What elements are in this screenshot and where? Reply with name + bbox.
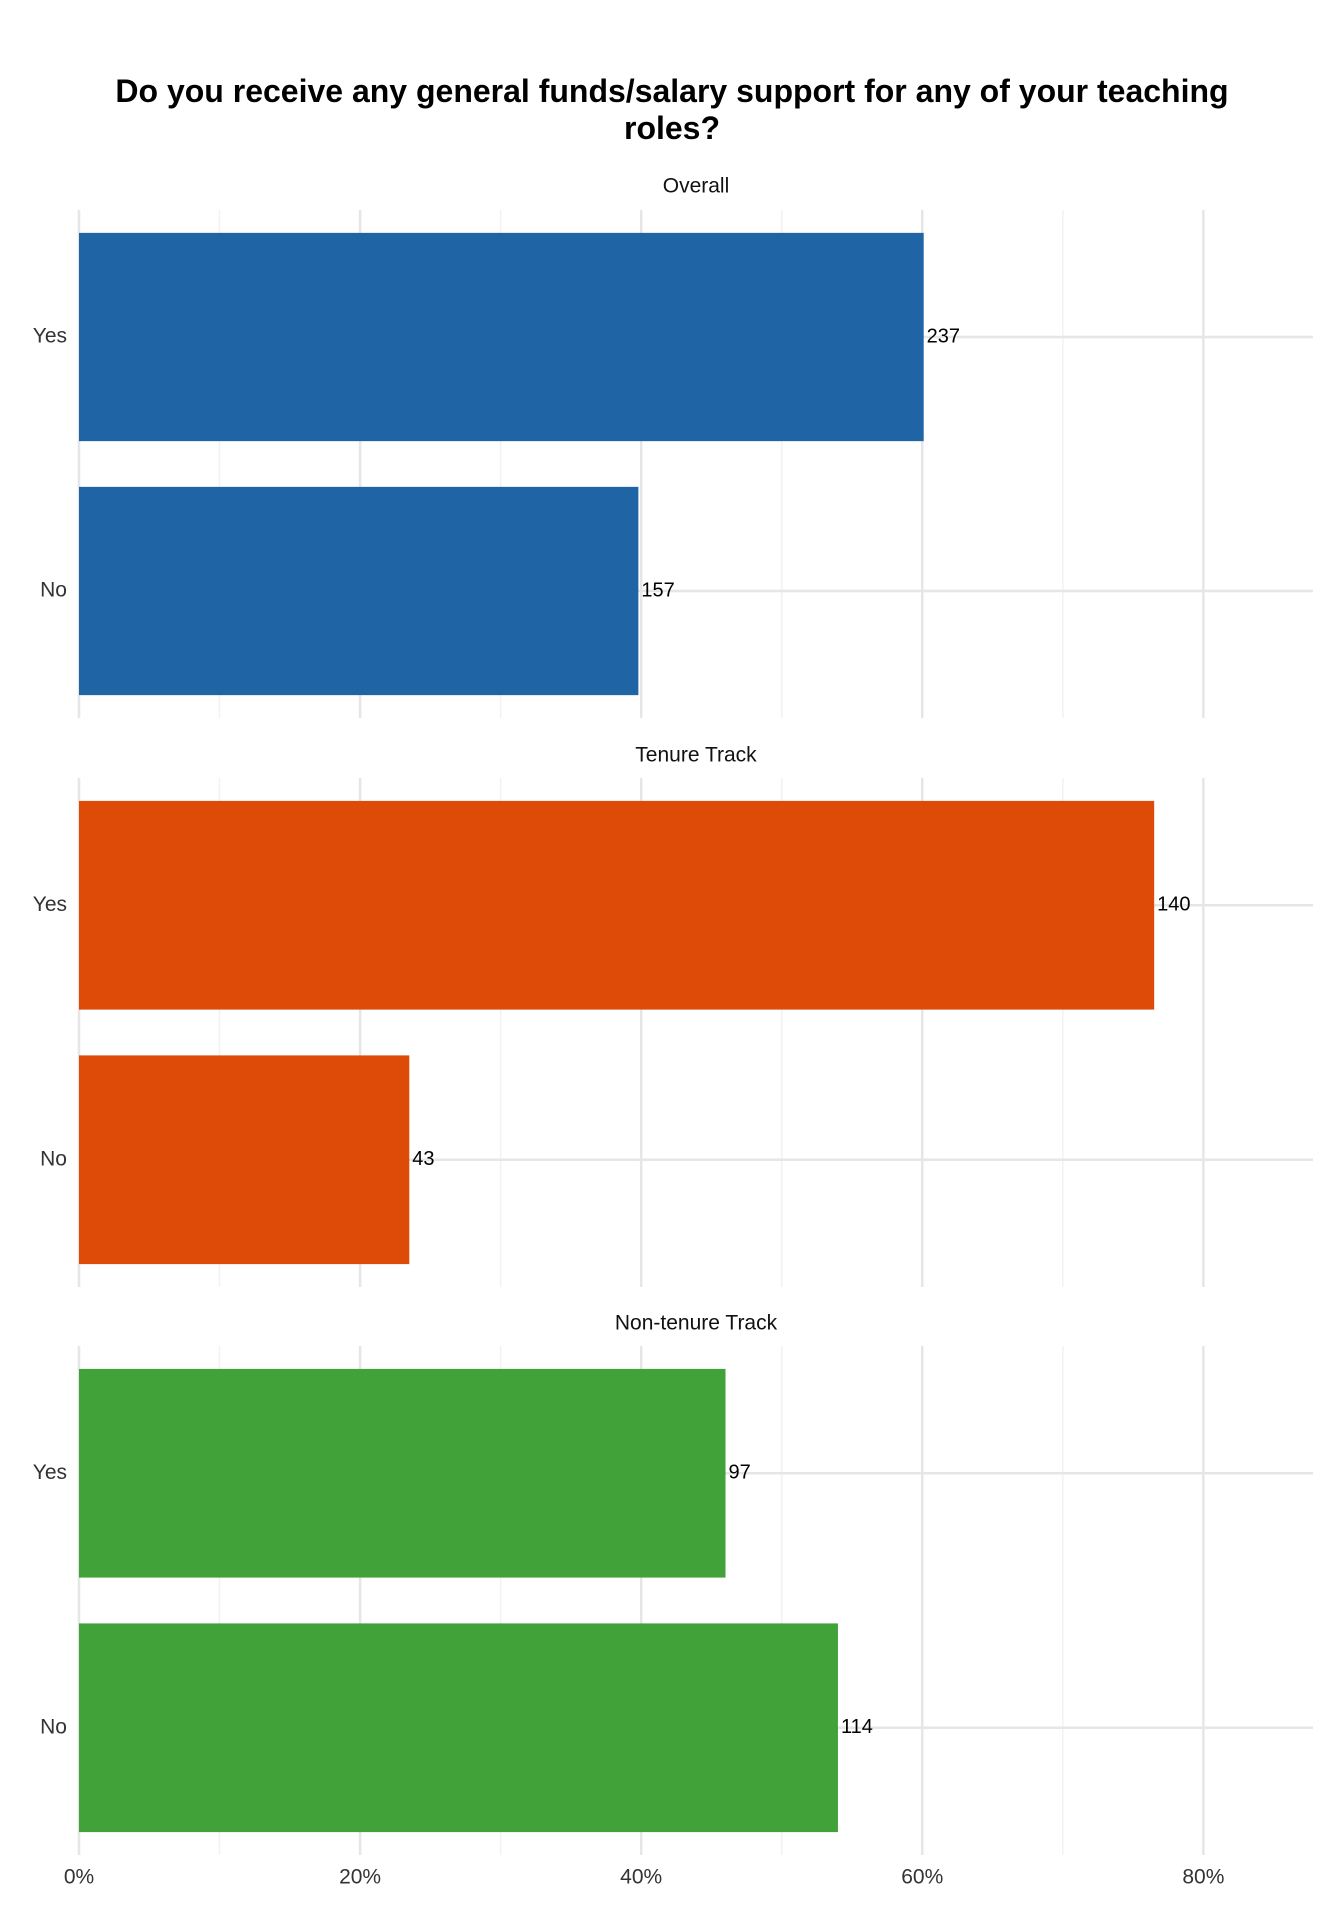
bar	[79, 800, 1155, 1010]
data-label: 43	[412, 1148, 434, 1170]
bar	[79, 1055, 410, 1265]
bar	[79, 486, 639, 696]
data-label: 114	[841, 1716, 873, 1738]
y-tick-label: No	[40, 1147, 67, 1170]
y-tick-label: Yes	[33, 1461, 67, 1484]
data-label: 140	[1157, 894, 1190, 916]
x-tick-label: 0%	[64, 1866, 94, 1889]
y-tick-label: No	[40, 1715, 67, 1738]
facet-label: Tenure Track	[635, 744, 757, 767]
data-label: 97	[729, 1462, 751, 1484]
chart-title: Do you receive any general funds/salary …	[115, 73, 1228, 146]
data-label: 237	[927, 325, 960, 347]
y-tick-label: No	[40, 579, 67, 602]
data-label: 157	[641, 579, 674, 601]
bar	[79, 232, 924, 442]
y-tick-label: Yes	[33, 325, 67, 348]
x-tick-label: 60%	[901, 1866, 943, 1889]
bar	[79, 1368, 726, 1578]
facet-label: Overall	[663, 175, 730, 198]
x-tick-label: 80%	[1182, 1866, 1224, 1889]
facet-label: Non-tenure Track	[615, 1312, 778, 1335]
y-tick-label: Yes	[33, 893, 67, 916]
bar	[79, 1623, 838, 1833]
x-tick-label: 20%	[339, 1866, 381, 1889]
x-tick-label: 40%	[620, 1866, 662, 1889]
